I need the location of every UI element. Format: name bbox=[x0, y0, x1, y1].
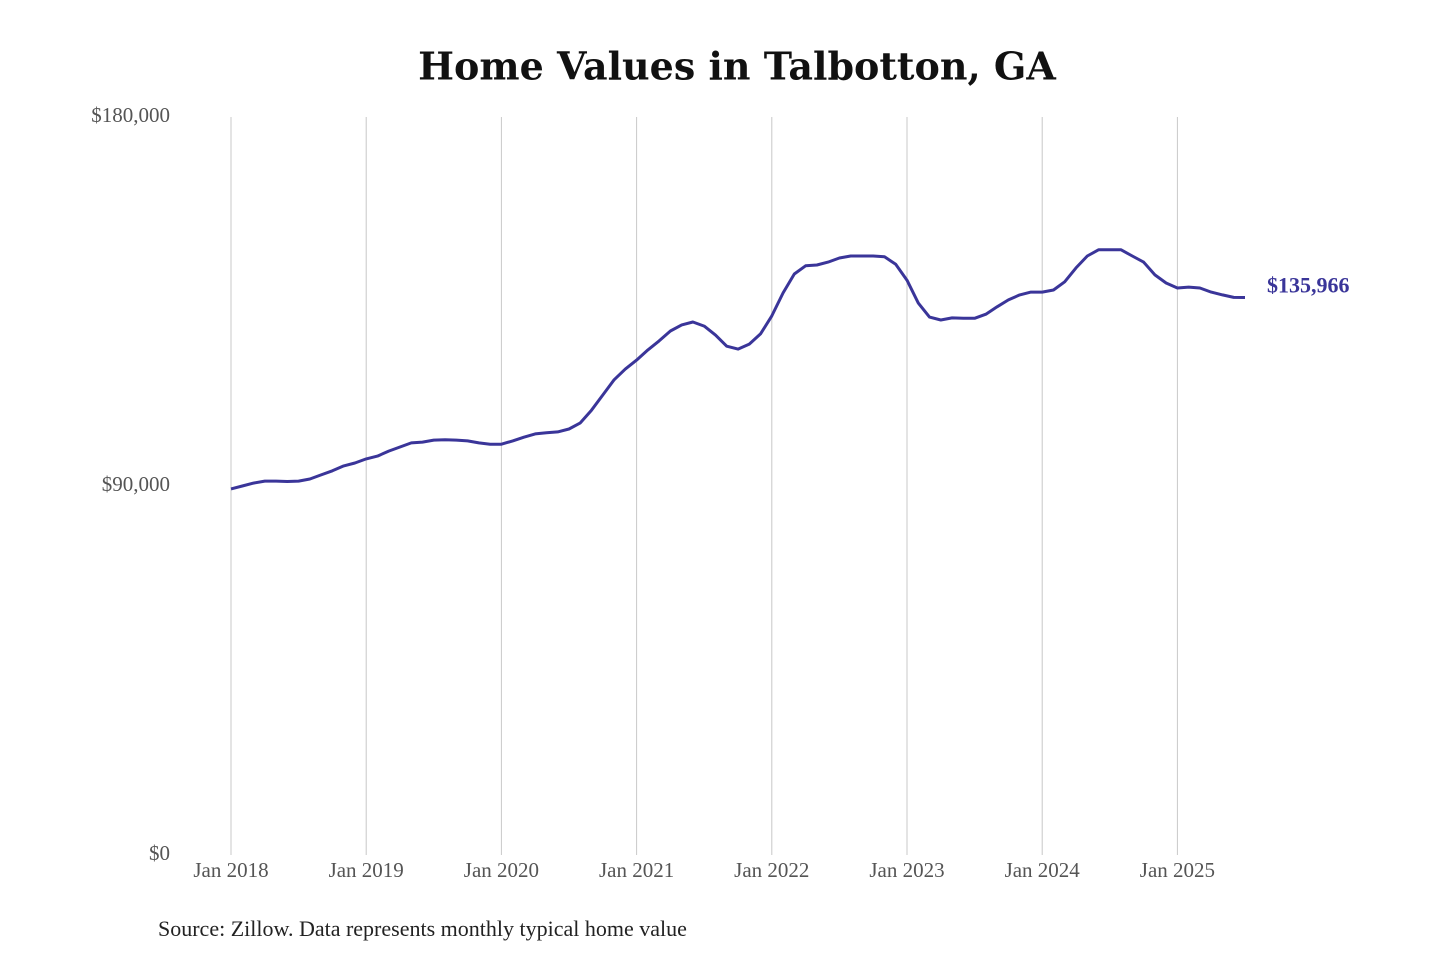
x-tick-label: Jan 2024 bbox=[1005, 858, 1081, 882]
x-tick-label: Jan 2021 bbox=[599, 858, 674, 882]
x-tick-label: Jan 2018 bbox=[193, 858, 268, 882]
y-tick-label: $0 bbox=[149, 841, 170, 865]
line-series bbox=[230, 248, 1246, 491]
x-tick-label: Jan 2025 bbox=[1140, 858, 1215, 882]
y-tick-label: $180,000 bbox=[91, 103, 170, 127]
x-tick-label: Jan 2023 bbox=[869, 858, 944, 882]
source-note: Source: Zillow. Data represents monthly … bbox=[158, 916, 687, 941]
chart-title: Home Values in Talbotton, GA bbox=[418, 44, 1056, 89]
x-tick-label: Jan 2019 bbox=[329, 858, 404, 882]
y-tick-label: $90,000 bbox=[102, 472, 170, 496]
value-label: $135,966 bbox=[1267, 273, 1350, 298]
x-tick-label: Jan 2022 bbox=[734, 858, 809, 882]
x-tick-label: Jan 2020 bbox=[464, 858, 539, 882]
